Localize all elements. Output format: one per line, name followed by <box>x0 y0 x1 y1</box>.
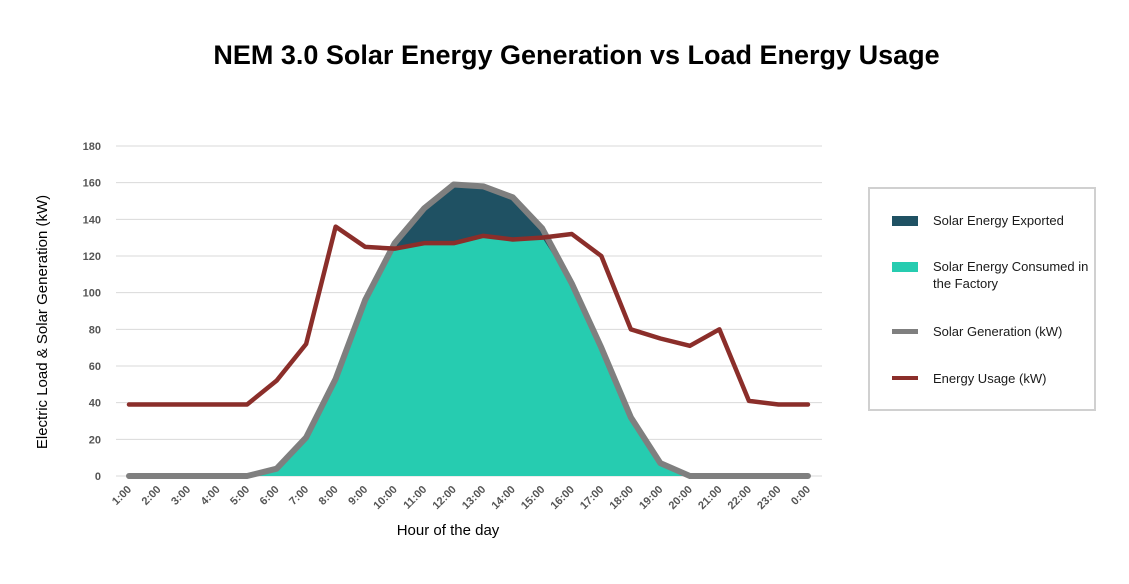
x-tick-label: 6:00 <box>258 484 282 508</box>
x-tick-label: 8:00 <box>317 484 341 508</box>
x-tick-label: 5:00 <box>228 484 252 508</box>
legend-swatch-energy-usage <box>892 376 918 380</box>
x-tick-label: 21:00 <box>696 484 724 512</box>
y-tick-label: 100 <box>83 288 101 300</box>
y-tick-label: 40 <box>89 398 101 410</box>
x-tick-labels: 1:00 2:00 3:00 4:00 5:00 6:00 7:00 8:00 9:00 10:0… <box>110 484 813 512</box>
x-tick-label: 10:00 <box>371 484 399 512</box>
legend-swatch-consumed <box>892 262 918 272</box>
x-tick-label: 2:00 <box>140 484 164 508</box>
line-series <box>126 181 811 479</box>
legend-label: Solar Generation (kW) <box>933 324 1063 339</box>
x-tick-label: 19:00 <box>637 484 665 512</box>
x-tick-label: 18:00 <box>608 484 636 512</box>
y-tick-label: 160 <box>83 178 101 190</box>
chart-svg: 0 20 40 60 80 100 120 140 160 180 1:00 2:00 3:00 4:0… <box>34 141 822 539</box>
y-tick-label: 80 <box>89 324 101 336</box>
x-tick-label: 3:00 <box>169 484 193 508</box>
legend-swatch-exported <box>892 216 918 226</box>
line-solar-generation <box>126 181 811 479</box>
x-tick-label: 17:00 <box>578 484 606 512</box>
x-tick-label: 16:00 <box>549 484 577 512</box>
area-solar-energy-consumed <box>129 235 808 476</box>
legend-label: Solar Energy Exported <box>933 213 1064 228</box>
x-tick-label: 20:00 <box>667 484 695 512</box>
x-tick-label: 11:00 <box>401 484 429 512</box>
x-tick-label: 0:00 <box>789 484 813 508</box>
x-tick-label: 7:00 <box>287 484 311 508</box>
chart-legend: Solar Energy Exported Solar Energy Consu… <box>868 187 1096 411</box>
x-tick-label: 14:00 <box>489 484 517 512</box>
x-tick-label: 23:00 <box>755 484 783 512</box>
y-tick-label: 60 <box>89 361 101 373</box>
legend-label: Energy Usage (kW) <box>933 371 1047 386</box>
y-axis-title: Electric Load & Solar Generation (kW) <box>34 195 51 449</box>
y-tick-label: 120 <box>83 251 101 263</box>
y-tick-label: 20 <box>89 434 101 446</box>
legend-label: Solar Energy Consumed in the Factory <box>933 259 1089 291</box>
y-tick-label: 140 <box>83 214 101 226</box>
x-tick-label: 9:00 <box>346 484 370 508</box>
x-tick-label: 13:00 <box>460 484 488 512</box>
area-series <box>129 184 808 476</box>
x-tick-label: 22:00 <box>726 484 754 512</box>
x-tick-label: 1:00 <box>110 484 134 508</box>
x-tick-label: 12:00 <box>430 484 458 512</box>
x-tick-label: 15:00 <box>519 484 547 512</box>
line-energy-usage <box>126 224 811 407</box>
chart-title: NEM 3.0 Solar Energy Generation vs Load … <box>213 40 940 70</box>
y-tick-label: 0 <box>95 471 101 483</box>
x-axis-title: Hour of the day <box>397 522 500 539</box>
y-tick-labels: 0 20 40 60 80 100 120 140 160 180 <box>83 141 101 483</box>
x-tick-label: 4:00 <box>199 484 223 508</box>
legend-swatch-solar-generation <box>892 329 918 334</box>
y-tick-label: 180 <box>83 141 101 153</box>
